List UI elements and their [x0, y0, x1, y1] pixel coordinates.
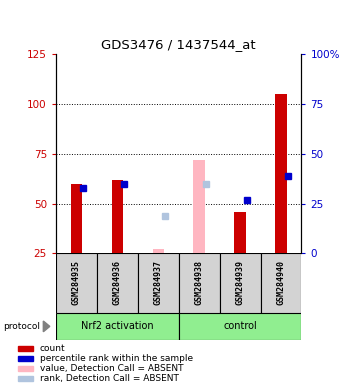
Bar — [18, 346, 33, 351]
Text: count: count — [40, 344, 65, 353]
Text: GSM284940: GSM284940 — [277, 260, 286, 305]
Text: protocol: protocol — [4, 322, 40, 331]
Text: percentile rank within the sample: percentile rank within the sample — [40, 354, 193, 363]
Text: GSM284935: GSM284935 — [72, 260, 81, 305]
Bar — [138, 253, 179, 313]
Bar — [71, 184, 82, 253]
Text: GSM284938: GSM284938 — [195, 260, 204, 305]
Text: GSM284937: GSM284937 — [154, 260, 163, 305]
Bar — [18, 376, 33, 381]
Bar — [179, 253, 219, 313]
Bar — [152, 250, 164, 253]
Title: GDS3476 / 1437544_at: GDS3476 / 1437544_at — [101, 38, 256, 51]
Bar — [179, 313, 301, 340]
Text: value, Detection Call = ABSENT: value, Detection Call = ABSENT — [40, 364, 183, 373]
Bar — [261, 253, 301, 313]
Bar — [193, 160, 205, 253]
Bar — [97, 253, 138, 313]
Bar — [219, 253, 261, 313]
Bar — [56, 313, 179, 340]
Bar — [18, 356, 33, 361]
Bar — [112, 180, 123, 253]
Text: GSM284936: GSM284936 — [113, 260, 122, 305]
Bar — [234, 212, 246, 253]
Text: GSM284939: GSM284939 — [236, 260, 244, 305]
Text: Nrf2 activation: Nrf2 activation — [81, 321, 154, 331]
Bar — [18, 366, 33, 371]
Text: control: control — [223, 321, 257, 331]
Bar — [56, 253, 97, 313]
Text: rank, Detection Call = ABSENT: rank, Detection Call = ABSENT — [40, 374, 179, 383]
Bar — [275, 94, 287, 253]
